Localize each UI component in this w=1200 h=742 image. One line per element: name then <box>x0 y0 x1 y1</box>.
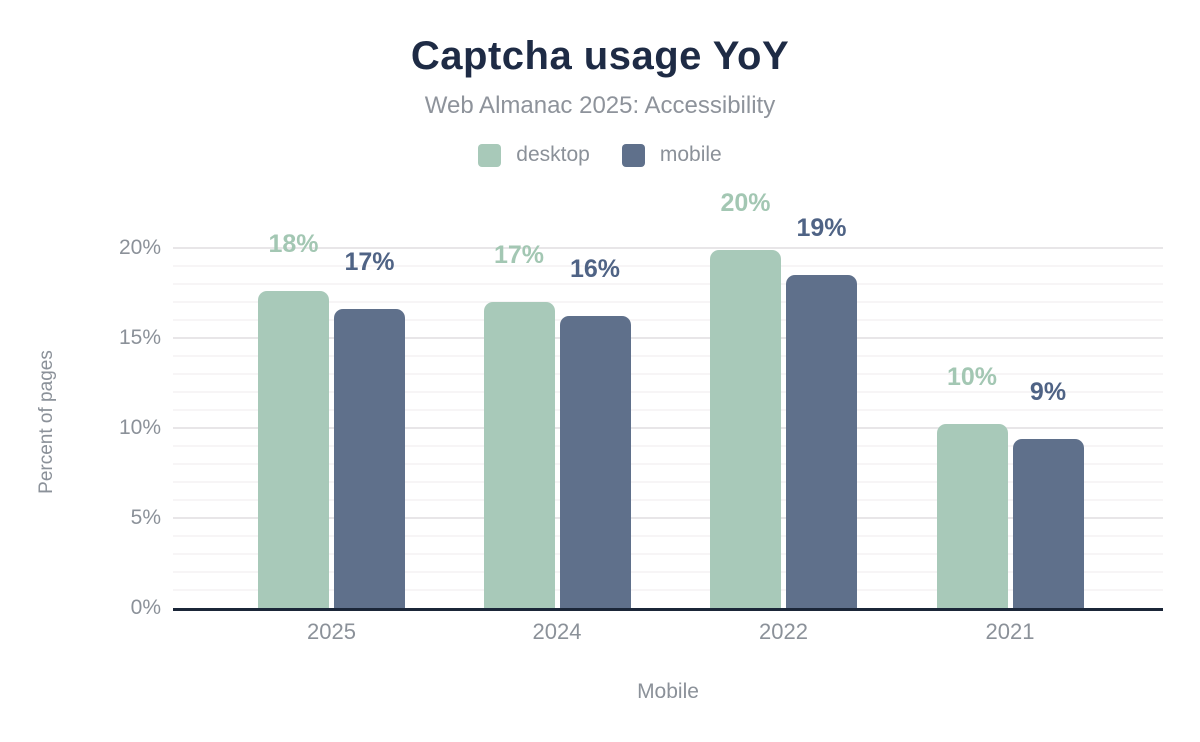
gridline-10pct <box>173 427 1163 429</box>
gridline-7pct <box>173 481 1163 483</box>
gridline-17pct <box>173 301 1163 303</box>
bar-mobile-2021 <box>1012 438 1084 608</box>
gridline-20pct <box>173 247 1163 249</box>
y-tick-15%: 15% <box>118 326 161 349</box>
y-tick-10%: 10% <box>118 416 161 439</box>
gridline-19pct <box>173 265 1163 267</box>
chart-title: Captcha usage YoY <box>410 34 790 78</box>
x-tick-2021: 2021 <box>985 619 1035 644</box>
bar-desktop-2022 <box>710 249 781 608</box>
bar-mobile-2024 <box>559 316 631 608</box>
gridline-3pct <box>173 553 1163 555</box>
gridline-13pct <box>173 373 1163 375</box>
bar-mobile-2022 <box>786 275 857 608</box>
y-tick-0%: 0% <box>130 596 161 619</box>
bar-mobile-2025 <box>334 309 405 608</box>
bar-value-label-desktop-2022: 20% <box>720 188 771 217</box>
plot-area: 18% 17% 17% 16% 20% 19% 10% 9% <box>173 190 1163 611</box>
x-axis-title: Mobile <box>637 680 699 703</box>
bar-value-label-mobile-2024: 16% <box>569 255 621 284</box>
legend-item-desktop: desktop <box>478 143 590 167</box>
gridline-15pct <box>173 337 1163 339</box>
bar-value-label-desktop-2024: 17% <box>493 241 545 269</box>
gridline-14pct <box>173 355 1163 357</box>
bar-value-label-mobile-2025: 17% <box>344 248 395 277</box>
gridline-18pct <box>173 283 1163 285</box>
gridline-2pct <box>173 571 1163 573</box>
bar-desktop-2021 <box>936 424 1008 608</box>
gridline-4pct <box>173 535 1163 537</box>
legend: desktop mobile <box>0 142 1200 168</box>
bar-desktop-2025 <box>258 291 329 608</box>
gridline-1pct <box>173 589 1163 591</box>
bar-desktop-2024 <box>483 302 555 608</box>
legend-swatch-icon <box>621 143 645 167</box>
y-tick-20%: 20% <box>118 236 161 259</box>
x-tick-2024: 2024 <box>532 619 582 644</box>
x-tick-2022: 2022 <box>759 619 808 644</box>
bar-value-label-desktop-2025: 18% <box>268 230 319 259</box>
gridline-11pct <box>173 409 1163 411</box>
legend-label: mobile <box>659 143 722 166</box>
gridline-5pct <box>173 517 1163 519</box>
gridline-9pct <box>173 445 1163 447</box>
bar-value-label-mobile-2021: 9% <box>1029 377 1067 406</box>
chart-subtitle: Web Almanac 2025: Accessibility <box>424 92 776 119</box>
x-tick-2025: 2025 <box>307 619 356 644</box>
y-tick-5%: 5% <box>130 506 161 529</box>
gridline-6pct <box>173 499 1163 501</box>
legend-swatch-icon <box>478 143 502 167</box>
legend-item-mobile: mobile <box>621 143 722 167</box>
gridline-16pct <box>173 319 1163 321</box>
legend-label: desktop <box>516 143 590 166</box>
bar-value-label-mobile-2022: 19% <box>796 214 847 242</box>
gridline-8pct <box>173 463 1163 465</box>
bar-value-label-desktop-2021: 10% <box>946 363 998 392</box>
gridline-12pct <box>173 391 1163 393</box>
